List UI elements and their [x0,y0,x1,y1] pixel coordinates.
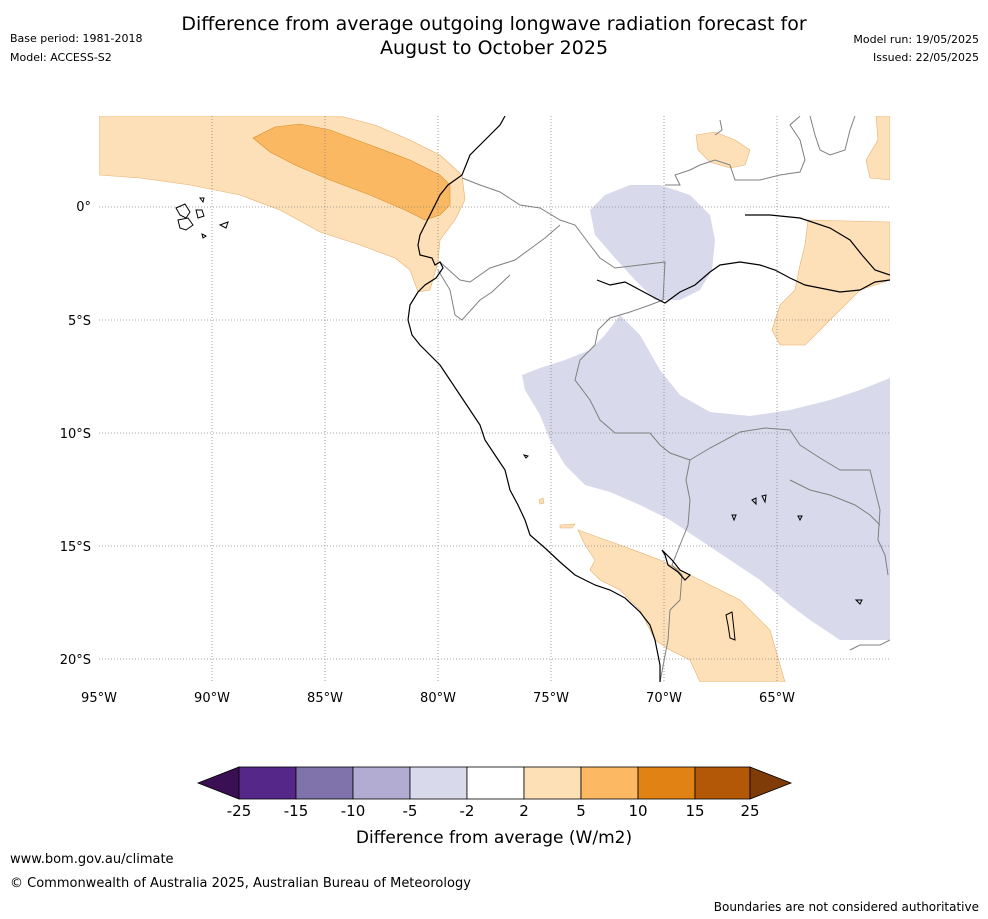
colorbar-tick: 25 [740,802,759,820]
colorbar-swatch-1 [238,766,297,800]
title-line-1: Difference from average outgoing longwav… [181,13,807,35]
colorbar-swatch-8 [637,766,696,800]
boundary-disclaimer: Boundaries are not considered authoritat… [713,900,979,914]
anomaly-positive-area-northeast [865,116,890,181]
anomaly-positive-strong-area [252,123,451,221]
lat-label-0: 0° [76,200,91,215]
colorbar-ticks: -25 -15 -10 -5 -2 2 5 10 15 25 [227,802,760,820]
country-borders [437,116,890,682]
colorbar-tick: -2 [460,802,475,820]
anomaly-positive-area-small-1 [559,523,576,529]
lat-label-5s: 5°S [68,314,91,329]
lon-label-85w: 85°W [307,691,343,706]
colorbar-tick: -15 [284,802,309,820]
anomaly-negative-area-central [522,315,890,640]
colorbar-swatch-5 [466,766,525,800]
colorbar-tick: 15 [685,802,704,820]
anomaly-positive-area-peru-bolivia [577,529,786,682]
model-name: Model: ACCESS-S2 [10,51,112,64]
lat-label-20s: 20°S [60,653,91,668]
anomaly-positive-area-amazon [771,219,890,346]
colorbar-label: Difference from average (W/m2) [356,828,632,848]
colorbar-extend-high [749,766,793,800]
coastlines [407,116,890,682]
base-period: Base period: 1981-2018 [10,32,143,45]
colorbar-swatch-6 [523,766,582,800]
colorbar [196,766,793,800]
lon-label-65w: 65°W [759,691,795,706]
colorbar-tick: 10 [628,802,647,820]
website-link[interactable]: www.bom.gov.au/climate [10,852,174,867]
islands-and-lakes [175,197,863,641]
colorbar-swatch-2 [295,766,354,800]
copyright-text: © Commonwealth of Australia 2025, Austra… [10,876,471,891]
map-title: Difference from average outgoing longwav… [0,12,988,60]
issued-date: Issued: 22/05/2025 [872,51,979,64]
lon-label-90w: 90°W [194,691,230,706]
grid-lines [99,116,890,682]
anomaly-positive-area-small-2 [538,497,545,505]
colorbar-swatch-7 [580,766,639,800]
lon-label-95w: 95°W [81,691,117,706]
colorbar-tick: -5 [403,802,418,820]
colorbar-tick: 5 [576,802,586,820]
title-line-2: August to October 2025 [379,37,609,59]
colorbar-tick: -10 [341,802,366,820]
colorbar-swatch-3 [352,766,411,800]
colorbar-tick: -25 [227,802,252,820]
lon-label-80w: 80°W [420,691,456,706]
colorbar-extend-low [196,766,240,800]
anomaly-negative-area-north [590,185,715,300]
colorbar-swatch-4 [409,766,468,800]
colorbar-swatch-9 [694,766,751,800]
lat-label-10s: 10°S [60,427,91,442]
lon-label-70w: 70°W [646,691,682,706]
colorbar-tick: 2 [519,802,529,820]
map-plot-area [99,116,890,682]
anomaly-positive-area-north [695,131,751,169]
lat-label-15s: 15°S [60,540,91,555]
model-run: Model run: 19/05/2025 [853,33,979,46]
lon-label-75w: 75°W [533,691,569,706]
